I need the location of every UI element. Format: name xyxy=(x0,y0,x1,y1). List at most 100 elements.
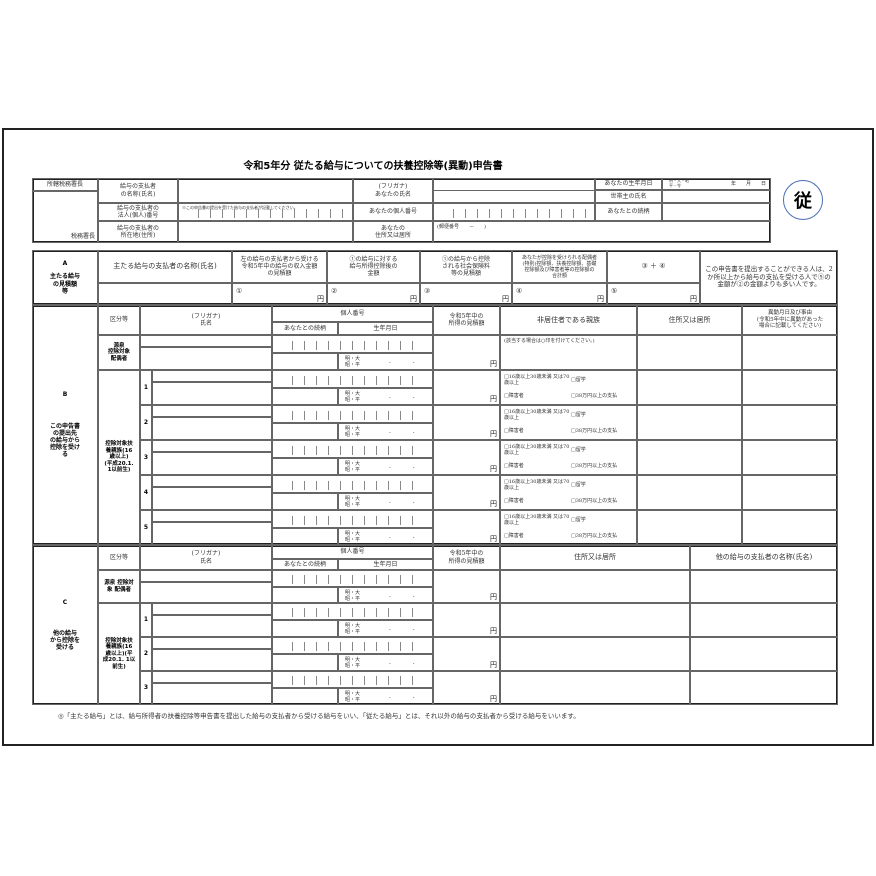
payer-name-input[interactable] xyxy=(178,178,353,203)
spouse-my-number-input[interactable] xyxy=(272,570,433,587)
checkbox-1[interactable]: □留学 xyxy=(571,482,586,488)
dependent-3-address-input[interactable] xyxy=(637,440,742,475)
spouse-furigana-input[interactable] xyxy=(140,570,272,582)
birth-input[interactable]: 明・大・昭 平・令 年 月 日 xyxy=(662,178,771,190)
checkbox-3[interactable]: □38万円以上の支払 xyxy=(571,533,618,539)
dependent-1-birth-input[interactable]: 明・大 昭・平 ·· xyxy=(338,620,433,637)
checkbox-2[interactable]: □障害者 xyxy=(504,533,524,539)
payer-number-input[interactable]: ※この申告書の提出を受けた給与の支払者が記載してください。 xyxy=(178,203,353,221)
checkbox-0[interactable]: □16歳以上30歳未満 又は70歳以上 xyxy=(504,374,570,386)
your-number-input[interactable] xyxy=(433,203,595,221)
dependent-3-birth-input[interactable]: 明・大 昭・平 ·· xyxy=(338,458,433,475)
dependent-4-relation-input[interactable] xyxy=(272,493,338,510)
checkbox-0[interactable]: □16歳以上30歳未満 又は70歳以上 xyxy=(504,444,570,456)
checkbox-3[interactable]: □38万円以上の支払 xyxy=(571,393,618,399)
dependent-1-my-number-input[interactable] xyxy=(272,603,433,620)
dependent-3-change-input[interactable] xyxy=(742,440,838,475)
dependent-2-address-input[interactable] xyxy=(637,405,742,440)
dependent-3-name-input[interactable] xyxy=(152,683,272,705)
dependent-2-other-payer-input[interactable] xyxy=(690,637,838,671)
dependent-2-birth-input[interactable]: 明・大 昭・平 ·· xyxy=(338,654,433,671)
checkbox-2[interactable]: □障害者 xyxy=(504,498,524,504)
dependent-5-my-number-input[interactable] xyxy=(272,510,433,528)
your-name-input[interactable] xyxy=(433,178,595,203)
dependent-4-income-input[interactable]: 円 xyxy=(433,475,500,510)
dependent-1-relation-input[interactable] xyxy=(272,620,338,637)
spouse-my-number-input[interactable] xyxy=(272,335,433,353)
dependent-5-birth-input[interactable]: 明・大 昭・平 ·· xyxy=(338,528,433,545)
dependent-2-furigana-input[interactable] xyxy=(152,405,272,417)
dependent-3-income-input[interactable]: 円 xyxy=(433,440,500,475)
dependent-3-relation-input[interactable] xyxy=(272,688,338,705)
dependent-2-birth-input[interactable]: 明・大 昭・平 ·· xyxy=(338,423,433,440)
checkbox-0[interactable]: □16歳以上30歳未満 又は70歳以上 xyxy=(504,409,570,421)
dependent-4-address-input[interactable] xyxy=(637,475,742,510)
checkbox-0[interactable]: □16歳以上30歳未満 又は70歳以上 xyxy=(504,479,570,491)
dependent-1-relation-input[interactable] xyxy=(272,388,338,405)
dependent-5-income-input[interactable]: 円 xyxy=(433,510,500,545)
checkbox-1[interactable]: □留学 xyxy=(571,377,586,383)
householder-input[interactable] xyxy=(662,190,771,203)
dependent-1-my-number-input[interactable] xyxy=(272,370,433,388)
dependent-1-furigana-input[interactable] xyxy=(152,370,272,382)
spouse-birth-input[interactable]: 明・大 昭・平 ·· xyxy=(338,353,433,370)
dependent-3-income-input[interactable]: 円 xyxy=(433,671,500,705)
relation-input[interactable] xyxy=(662,203,771,221)
dependent-2-address-input[interactable] xyxy=(500,637,690,671)
checkbox-2[interactable]: □障害者 xyxy=(504,393,524,399)
main-payer-name-input[interactable] xyxy=(98,283,232,305)
dependent-2-name-input[interactable] xyxy=(152,417,272,440)
dependent-2-name-input[interactable] xyxy=(152,649,272,671)
dependent-5-furigana-input[interactable] xyxy=(152,510,272,522)
dependent-2-relation-input[interactable] xyxy=(272,423,338,440)
checkbox-3[interactable]: □38万円以上の支払 xyxy=(571,498,618,504)
spouse-furigana-input[interactable] xyxy=(140,335,272,347)
dependent-3-relation-input[interactable] xyxy=(272,458,338,475)
dependent-3-name-input[interactable] xyxy=(152,452,272,475)
checkbox-2[interactable]: □障害者 xyxy=(504,428,524,434)
dependent-3-nonresident-input[interactable]: □16歳以上30歳未満 又は70歳以上 □留学 □障害者 □38万円以上の支払 xyxy=(500,440,637,475)
dependent-3-my-number-input[interactable] xyxy=(272,671,433,688)
spouse-address-input[interactable] xyxy=(637,335,742,370)
checkbox-1[interactable]: □留学 xyxy=(571,412,586,418)
dependent-1-name-input[interactable] xyxy=(152,382,272,405)
spouse-name-input[interactable] xyxy=(140,347,272,370)
dependent-4-furigana-input[interactable] xyxy=(152,475,272,487)
dependent-3-birth-input[interactable]: 明・大 昭・平 ·· xyxy=(338,688,433,705)
dependent-5-name-input[interactable] xyxy=(152,522,272,545)
dependent-3-furigana-input[interactable] xyxy=(152,440,272,452)
dependent-3-other-payer-input[interactable] xyxy=(690,671,838,705)
checkbox-2[interactable]: □障害者 xyxy=(504,463,524,469)
dependent-1-name-input[interactable] xyxy=(152,615,272,637)
dependent-1-nonresident-input[interactable]: □16歳以上30歳未満 又は70歳以上 □留学 □障害者 □38万円以上の支払 xyxy=(500,370,637,405)
checkbox-3[interactable]: □38万円以上の支払 xyxy=(571,463,618,469)
dependent-4-change-input[interactable] xyxy=(742,475,838,510)
dependent-4-my-number-input[interactable] xyxy=(272,475,433,493)
spouse-income-input[interactable]: 円 xyxy=(433,335,500,370)
spouse-change-input[interactable] xyxy=(742,335,838,370)
dependent-5-nonresident-input[interactable]: □16歳以上30歳未満 又は70歳以上 □留学 □障害者 □38万円以上の支払 xyxy=(500,510,637,545)
dependent-2-income-input[interactable]: 円 xyxy=(433,637,500,671)
dependent-4-nonresident-input[interactable]: □16歳以上30歳未満 又は70歳以上 □留学 □障害者 □38万円以上の支払 xyxy=(500,475,637,510)
dependent-3-address-input[interactable] xyxy=(500,671,690,705)
dependent-4-birth-input[interactable]: 明・大 昭・平 ·· xyxy=(338,493,433,510)
spouse-income-input[interactable]: 円 xyxy=(433,570,500,603)
dependent-5-change-input[interactable] xyxy=(742,510,838,545)
dependent-2-change-input[interactable] xyxy=(742,405,838,440)
payer-address-input[interactable] xyxy=(178,221,353,243)
dependent-1-change-input[interactable] xyxy=(742,370,838,405)
dependent-2-nonresident-input[interactable]: □16歳以上30歳未満 又は70歳以上 □留学 □障害者 □38万円以上の支払 xyxy=(500,405,637,440)
checkbox-0[interactable]: □16歳以上30歳未満 又は70歳以上 xyxy=(504,514,570,526)
checkbox-1[interactable]: □留学 xyxy=(571,517,586,523)
dependent-4-name-input[interactable] xyxy=(152,487,272,510)
spouse-birth-input[interactable]: 明・大 昭・平 ·· xyxy=(338,587,433,603)
dependent-3-my-number-input[interactable] xyxy=(272,440,433,458)
dependent-1-address-input[interactable] xyxy=(637,370,742,405)
spouse-relation-input[interactable] xyxy=(272,587,338,603)
dependent-1-income-input[interactable]: 円 xyxy=(433,370,500,405)
dependent-5-relation-input[interactable] xyxy=(272,528,338,545)
dependent-2-furigana-input[interactable] xyxy=(152,637,272,649)
